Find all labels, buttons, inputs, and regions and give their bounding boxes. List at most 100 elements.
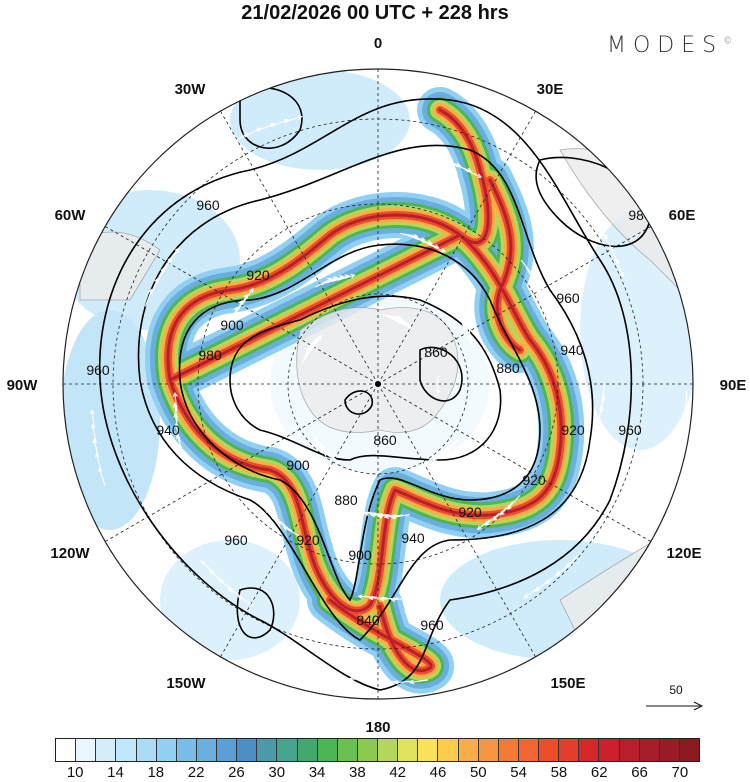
colorbar-tick-label: 38 xyxy=(349,764,366,781)
pressure-contours xyxy=(98,86,651,691)
colorbar-swatch xyxy=(136,739,157,761)
contour-label: 980 xyxy=(198,347,222,363)
colorbar-tick-label: 34 xyxy=(308,764,326,781)
wind-vector-icon xyxy=(615,259,625,278)
wind-vector-icon xyxy=(316,193,335,201)
colorbar-tick-label: 46 xyxy=(429,764,447,781)
colorbar-swatch xyxy=(498,739,519,761)
colorbar-swatch xyxy=(257,739,278,761)
lon-label-120e: 120E xyxy=(666,545,701,562)
wind-vector-icon xyxy=(590,426,597,446)
colorbar-swatch xyxy=(116,739,137,761)
contour-label: 920 xyxy=(561,422,585,438)
contour-label: 900 xyxy=(220,317,244,333)
logo-text: MODES xyxy=(607,33,724,58)
wind-vector-icon xyxy=(90,409,95,429)
colorbar-swatch xyxy=(357,739,378,761)
lon-label-30e: 30E xyxy=(537,81,564,98)
colorbar-swatch xyxy=(679,739,699,761)
contour-label: 960 xyxy=(86,362,110,378)
colorbar-tick-label: 66 xyxy=(631,764,648,781)
contour-label: 840 xyxy=(356,612,380,628)
colorbar-swatch xyxy=(599,739,620,761)
wind-vector-icon xyxy=(313,436,328,451)
isoline xyxy=(236,587,275,639)
colorbar-ticks: 10 14 18 22 26 30 34 38 42 46 50 54 58 62 66 70 xyxy=(55,764,700,782)
colorbar-tick-label: 50 xyxy=(469,764,487,781)
contour-label: 880 xyxy=(496,360,520,376)
colorbar-tick-label: 42 xyxy=(389,764,406,781)
colorbar-swatch xyxy=(96,739,117,761)
contour-label: 960 xyxy=(224,532,248,548)
contour-labels: 960 920 900 980 960 940 900 880 920 960 900 840 940 9… xyxy=(86,197,652,633)
isoline xyxy=(178,243,541,602)
lon-label-90w: 90W xyxy=(7,377,39,394)
lon-label-30w: 30W xyxy=(175,81,207,98)
lon-label-60w: 60W xyxy=(55,207,87,224)
colorbar-swatch xyxy=(619,739,640,761)
colorbar-swatch xyxy=(458,739,479,761)
isoline xyxy=(344,390,373,415)
contour-label: 940 xyxy=(401,530,425,546)
colorbar-swatch xyxy=(478,739,499,761)
wind-vectors xyxy=(90,115,689,685)
colorbar-swatch xyxy=(196,739,217,761)
colorbar-swatch xyxy=(217,739,238,761)
wind-vector-icon xyxy=(284,115,303,123)
colorbar-tick-label: 62 xyxy=(590,764,608,781)
contour-label: 960 xyxy=(556,290,580,306)
wind-vector-icon xyxy=(476,517,493,531)
meridian xyxy=(377,383,544,670)
colorbar-swatch xyxy=(579,739,600,761)
colorbar-swatch xyxy=(156,739,177,761)
logo-copyright: © xyxy=(723,36,733,47)
wind-vector-icon xyxy=(538,292,549,311)
wind-vector-icon xyxy=(172,392,178,412)
contour-label: 920 xyxy=(522,472,546,488)
colorbar-swatch xyxy=(539,739,560,761)
meridian xyxy=(377,98,544,385)
colorbar-swatch xyxy=(398,739,419,761)
contour-label: 900 xyxy=(348,547,372,563)
lon-label-60e: 60E xyxy=(669,207,696,224)
colorbar-tick-label: 22 xyxy=(187,764,205,781)
wind-vector-icon xyxy=(394,319,413,329)
contour-label: 940 xyxy=(156,422,180,438)
lon-label-120w: 120W xyxy=(50,545,90,562)
wind-vector-icon xyxy=(357,509,377,515)
colorbar-swatch xyxy=(237,739,258,761)
lon-label-0: 0 xyxy=(374,35,382,52)
meridian xyxy=(212,383,379,670)
colorbar xyxy=(55,738,700,762)
contour-label: 920 xyxy=(246,267,270,283)
colorbar-swatch xyxy=(337,739,358,761)
contour-label: 960 xyxy=(196,197,220,213)
wind-vector-icon xyxy=(200,560,215,574)
wind-vector-icon xyxy=(435,375,441,395)
graticule xyxy=(63,69,693,699)
colorbar-swatch xyxy=(518,739,539,761)
colorbar-tick-label: 18 xyxy=(147,764,165,781)
lon-label-150w: 150W xyxy=(166,675,206,692)
contour-label: 860 xyxy=(373,432,397,448)
isoline xyxy=(229,295,502,461)
meridian xyxy=(92,383,379,550)
wind-vector-icon xyxy=(523,586,540,599)
colorbar-swatch xyxy=(559,739,580,761)
meridian xyxy=(212,98,379,385)
colorbar-swatch xyxy=(438,739,459,761)
wind-vector-icon xyxy=(168,247,180,264)
isoline xyxy=(98,98,633,691)
meridian xyxy=(377,383,664,550)
wind-vector-icon xyxy=(242,287,254,304)
wind-vector-icon xyxy=(357,594,377,599)
jet-stream-shading xyxy=(145,87,585,694)
isoline xyxy=(137,144,594,641)
colorbar-swatch xyxy=(418,739,439,761)
isoline xyxy=(535,156,651,248)
modes-logo: MODES© xyxy=(607,33,732,58)
colorbar-tick-label: 30 xyxy=(268,764,286,781)
map-title: 21/02/2026 00 UTC + 228 hrs xyxy=(241,2,509,24)
